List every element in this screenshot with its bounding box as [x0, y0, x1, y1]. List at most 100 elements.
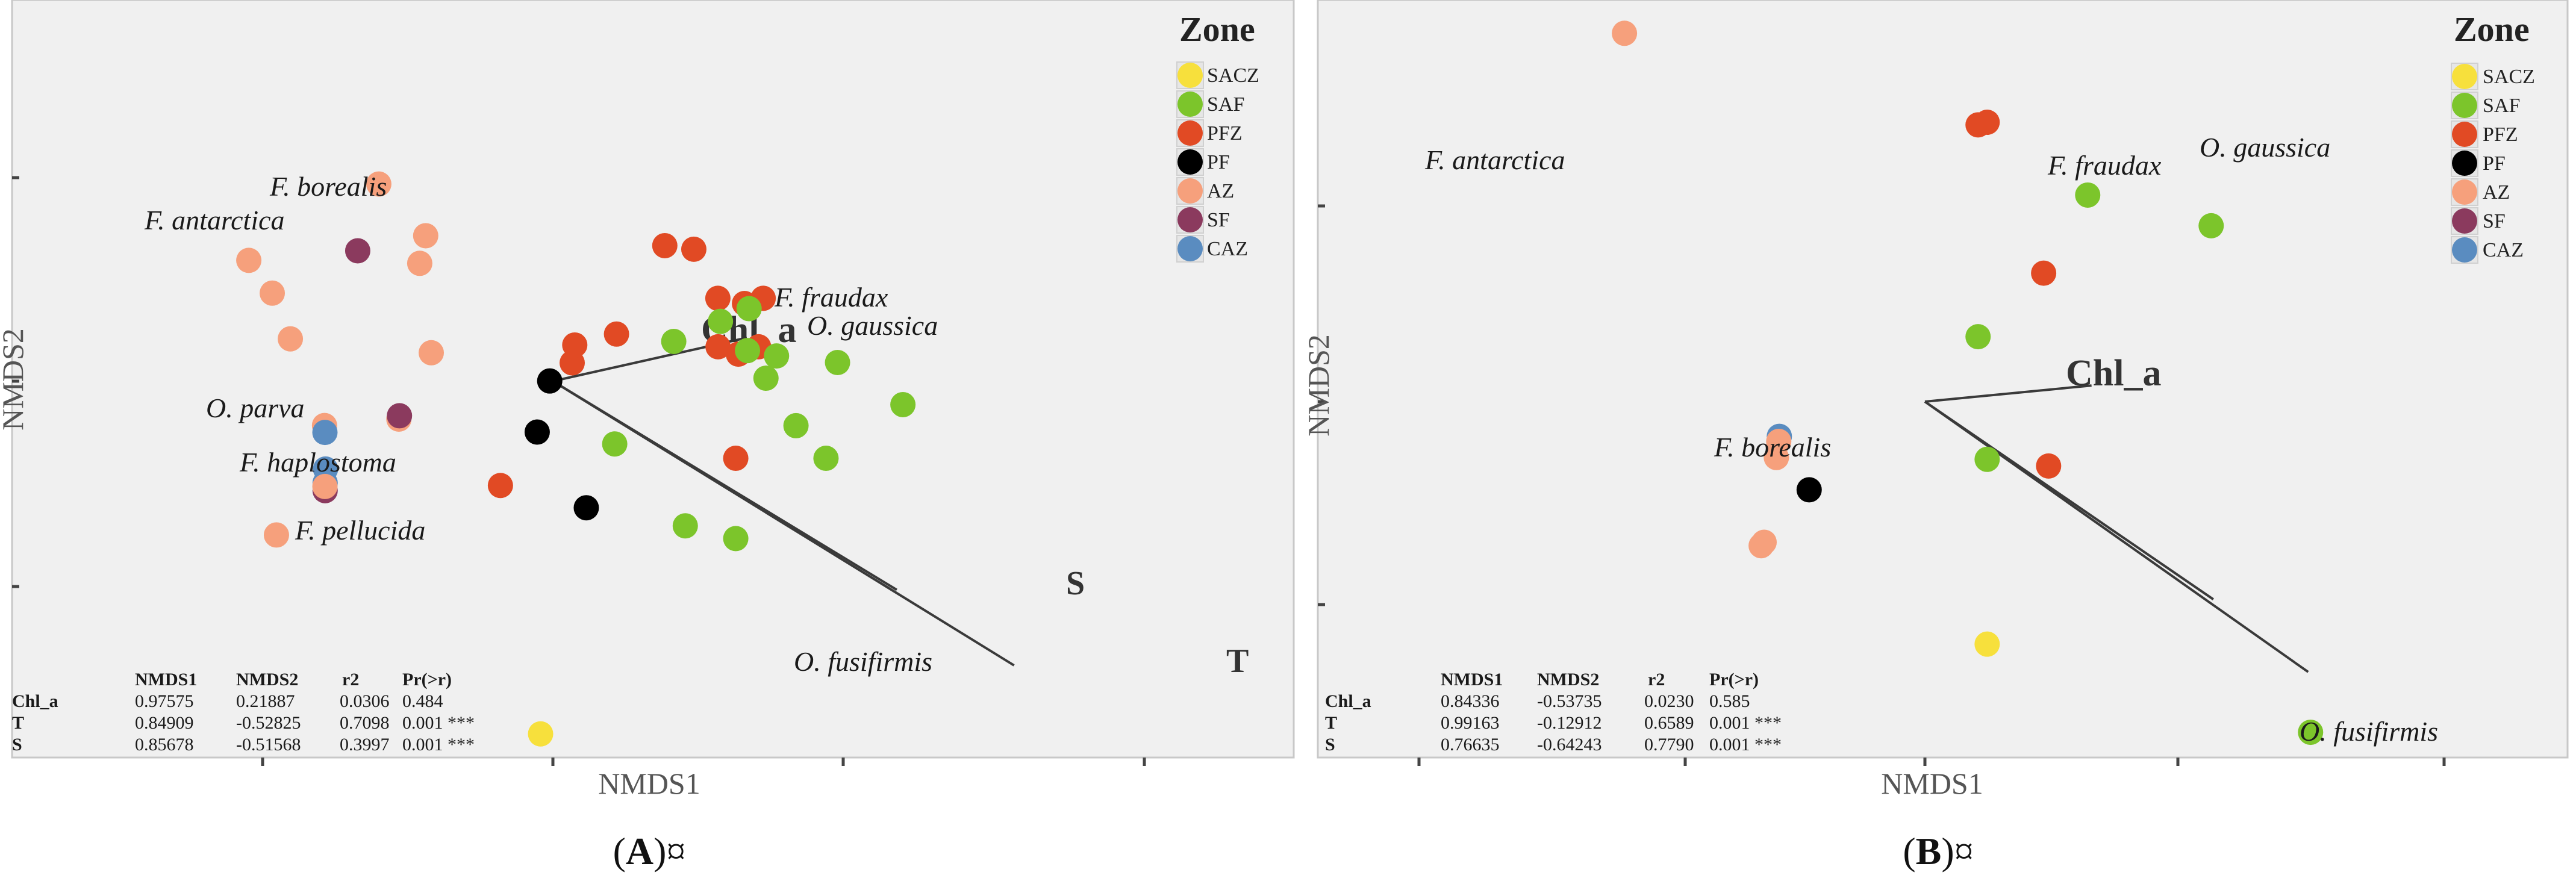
point-pfz: [487, 473, 513, 499]
table-cell: S: [12, 735, 22, 755]
table-cell: 0.84336: [1441, 691, 1500, 711]
point-az: [260, 280, 285, 306]
point-saf: [736, 296, 762, 322]
legend-swatch-sacz: [1177, 63, 1203, 88]
point-sacz: [1974, 631, 2000, 657]
legend-swatch-pf: [1177, 149, 1203, 175]
point-saf: [890, 391, 916, 417]
point-saf: [764, 343, 790, 369]
species-label-o-gaussica: O. gaussica: [2200, 132, 2330, 163]
caption-close: )¤: [1941, 830, 1973, 873]
table-header: NMDS1: [135, 670, 197, 689]
point-saf: [753, 366, 779, 391]
point-pfz: [705, 285, 731, 311]
table-cell: 0.21887: [236, 691, 295, 711]
legend-label-az: AZ: [1207, 180, 1234, 202]
caption-close: )¤: [653, 830, 685, 873]
legend-label-caz: CAZ: [1207, 238, 1248, 260]
table-cell: 0.7098: [340, 713, 390, 733]
table-cell: 0.001 ***: [402, 713, 475, 733]
y-axis-title: NMDS2: [0, 328, 30, 430]
y-axis-title: NMDS2: [1302, 334, 1335, 436]
legend-swatch-sf: [2452, 208, 2477, 234]
point-pf: [1796, 477, 1822, 503]
legend-label-sf: SF: [2483, 210, 2506, 232]
table-cell: 0.001 ***: [402, 735, 475, 755]
point-az: [413, 223, 438, 249]
table-header: Pr(>r): [402, 670, 452, 689]
point-saf: [2298, 720, 2324, 745]
legend-title: Zone: [1179, 10, 1255, 49]
x-axis-title: NMDS1: [598, 767, 700, 800]
table-cell: -0.52825: [236, 713, 301, 733]
point-saf: [2198, 213, 2224, 238]
species-label-f-fraudax: F. fraudax: [2047, 150, 2162, 181]
table-cell: S: [1325, 735, 1335, 755]
table-cell: 0.585: [1709, 691, 1750, 711]
point-pf: [524, 419, 550, 445]
legend-swatch-pfz: [2452, 122, 2477, 147]
table-cell: 0.85678: [135, 735, 194, 755]
species-label-f-borealis: F. borealis: [269, 171, 387, 202]
point-az: [1764, 444, 1789, 470]
point-pfz: [2031, 260, 2057, 286]
table-cell: 0.97575: [135, 691, 194, 711]
point-pfz: [681, 236, 706, 262]
point-pfz: [652, 232, 678, 258]
point-caz: [312, 420, 338, 446]
panel-a-caption: (A)¤: [613, 830, 686, 873]
table-cell: T: [1325, 713, 1337, 733]
caption-letter: A: [626, 830, 653, 873]
vector-label-chl-a: Chl_a: [2066, 353, 2161, 394]
point-saf: [783, 412, 809, 438]
point-pf: [537, 368, 563, 394]
vector-s: [552, 380, 897, 591]
table-cell: 0.0306: [340, 691, 390, 711]
legend-swatch-sf: [1177, 207, 1203, 232]
panel-b-ticks: [1318, 204, 2446, 766]
panel-a-stats-table: NMDS1 NMDS2 r2 Pr(>r) Chl_a 0.97575 0.21…: [12, 670, 475, 755]
point-saf: [1965, 324, 1991, 350]
point-az: [263, 522, 289, 548]
caption-open: (: [1903, 830, 1915, 873]
vector-s: [1924, 400, 2215, 600]
point-sacz: [528, 721, 554, 747]
point-saf: [1974, 446, 2000, 472]
table-cell: 0.001 ***: [1709, 735, 1782, 755]
point-saf: [661, 329, 687, 354]
point-pfz: [603, 321, 629, 347]
species-label-f-antarctica: F. antarctica: [1424, 145, 1565, 175]
panel-b-points: [1612, 20, 2324, 745]
point-saf: [708, 308, 734, 334]
point-saf: [735, 338, 761, 364]
legend-swatch-sacz: [2452, 64, 2477, 89]
panel-b-species-labels: F. antarctica F. fraudax O. gaussica F. …: [1424, 132, 2438, 747]
panel-a-background: [11, 0, 1295, 759]
point-az: [236, 247, 262, 273]
point-saf: [2075, 182, 2101, 208]
table-cell: -0.53735: [1537, 691, 1602, 711]
point-az: [407, 251, 432, 276]
legend-label-saf: SAF: [2483, 95, 2520, 117]
species-label-f-antarctica: F. antarctica: [144, 205, 285, 235]
legend-label-pfz: PFZ: [2483, 123, 2518, 146]
legend-swatch-saf: [2452, 93, 2477, 118]
table-header: r2: [342, 670, 359, 689]
legend-label-az: AZ: [2483, 181, 2510, 204]
caption-letter: B: [1916, 830, 1942, 873]
table-header: r2: [1648, 670, 1665, 689]
point-az: [312, 473, 338, 499]
legend-swatch-az: [2452, 179, 2477, 205]
species-label-o-fusifirmis: O. fusifirmis: [794, 646, 932, 677]
legend-swatch-caz: [1177, 236, 1203, 261]
point-az: [1612, 20, 1638, 46]
legend-label-sf: SF: [1207, 209, 1230, 231]
table-cell: 0.84909: [135, 713, 194, 733]
point-sf: [345, 238, 370, 264]
table-header: NMDS1: [1441, 670, 1503, 689]
x-axis-title: NMDS1: [1881, 767, 1983, 800]
panel-b-stats-table: NMDS1 NMDS2 r2 Pr(>r) Chl_a 0.84336 -0.5…: [1325, 670, 1782, 755]
legend-label-caz: CAZ: [2483, 239, 2524, 261]
legend-swatch-pf: [2452, 151, 2477, 176]
